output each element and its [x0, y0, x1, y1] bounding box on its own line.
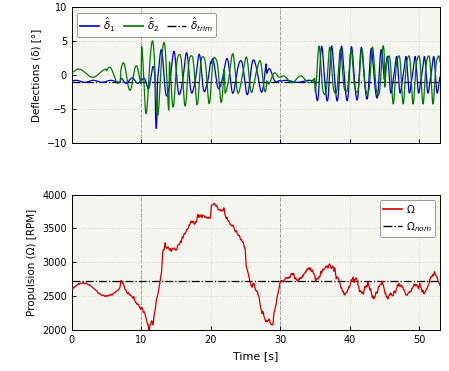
X-axis label: Time [s]: Time [s] [233, 351, 279, 361]
Legend: $\Omega$, $\Omega_{nom}$: $\Omega$, $\Omega_{nom}$ [380, 200, 435, 237]
Y-axis label: Deflections (δ) [°]: Deflections (δ) [°] [31, 29, 41, 122]
Legend: $\hat{\delta}_1$, $\hat{\delta}_2$, $\hat{\delta}_{trim}$: $\hat{\delta}_1$, $\hat{\delta}_2$, $\ha… [77, 13, 216, 37]
Y-axis label: Propulsion (Ω) [RPM]: Propulsion (Ω) [RPM] [26, 209, 37, 316]
